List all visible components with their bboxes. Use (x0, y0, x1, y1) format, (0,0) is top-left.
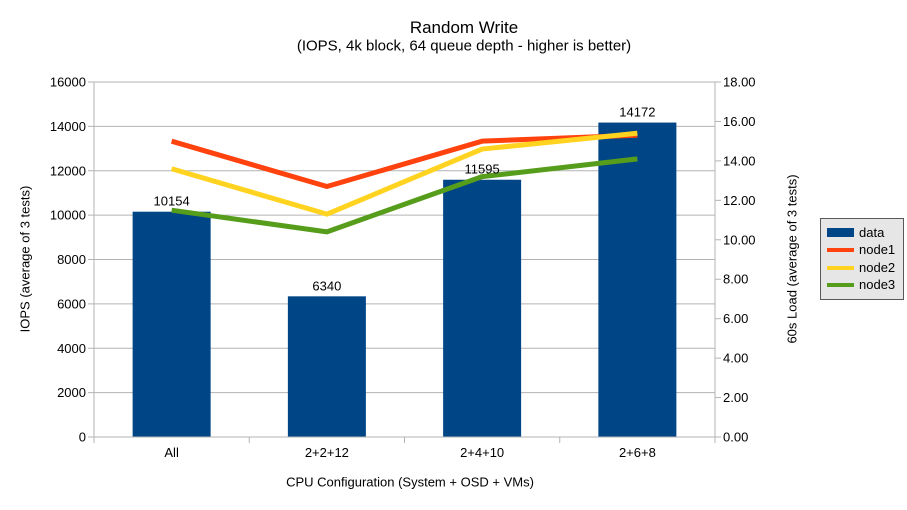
category-label-All: All (164, 445, 179, 460)
bar-value-label-2+6+8: 14172 (619, 105, 655, 120)
right-axis-title: 60s Load (average of 3 tests) (784, 174, 800, 344)
line-node2 (170, 130, 638, 217)
left-tick-label-14000: 14000 (50, 119, 86, 134)
legend-label-data: data (859, 224, 885, 240)
legend-swatch-node1 (827, 248, 854, 253)
bar-2+2+12 (287, 296, 366, 437)
legend-item-node1: node1 (827, 243, 901, 257)
line-node1 (170, 132, 638, 190)
right-tick-label-8.00: 8.00 (723, 272, 748, 287)
category-label-2+4+10: 2+4+10 (460, 445, 504, 460)
right-tick-label-4.00: 4.00 (723, 351, 748, 366)
x-axis-title: CPU Configuration (System + OSD + VMs) (286, 474, 534, 490)
right-tick-label-2.00: 2.00 (723, 390, 748, 405)
left-axis-title: IOPS (average of 3 tests) (17, 185, 33, 333)
legend-item-node3: node3 (827, 278, 901, 292)
legend-label-node2: node2 (859, 259, 896, 275)
right-tick-label-10.00: 10.00 (723, 232, 756, 247)
legend: data node1 node2 node3 (820, 218, 904, 300)
right-tick-label-14.00: 14.00 (723, 153, 756, 168)
left-tick-label-6000: 6000 (57, 296, 86, 311)
right-tick-label-6.00: 6.00 (723, 311, 748, 326)
left-tick-label-4000: 4000 (57, 341, 86, 356)
chart-subtitle: (IOPS, 4k block, 64 queue depth - higher… (296, 37, 632, 55)
right-tick-label-12.00: 12.00 (723, 193, 756, 208)
bar-2+4+10 (443, 179, 522, 437)
left-tick-label-16000: 16000 (50, 75, 86, 90)
bar-2+6+8 (598, 122, 677, 437)
bar-value-label-All: 10154 (154, 194, 190, 209)
line-node3 (171, 156, 638, 235)
legend-swatch-data (827, 228, 854, 238)
bar-All (132, 211, 211, 437)
legend-swatch-node3 (827, 283, 854, 288)
legend-label-node3: node3 (859, 277, 896, 293)
category-label-2+6+8: 2+6+8 (619, 445, 656, 460)
left-tick-label-8000: 8000 (57, 252, 86, 267)
chart-title: Random Write (409, 18, 519, 37)
legend-item-node2: node2 (827, 259, 901, 275)
right-tick-label-16.00: 16.00 (723, 114, 756, 129)
bar-value-label-2+4+10: 11595 (465, 162, 500, 177)
legend-swatch-node2 (827, 265, 854, 270)
left-tick-label-12000: 12000 (50, 163, 86, 178)
right-tick-label-18.00: 18.00 (723, 75, 756, 90)
left-tick-label-10000: 10000 (50, 208, 86, 223)
left-tick-label-0: 0 (79, 430, 86, 445)
category-label-2+2+12: 2+2+12 (305, 445, 349, 460)
right-tick-label-0.00: 0.00 (723, 430, 748, 445)
left-tick-label-2000: 2000 (57, 385, 86, 400)
legend-label-node1: node1 (859, 242, 896, 258)
legend-item-data: data (827, 224, 901, 240)
bar-value-label-2+2+12: 6340 (312, 278, 341, 293)
